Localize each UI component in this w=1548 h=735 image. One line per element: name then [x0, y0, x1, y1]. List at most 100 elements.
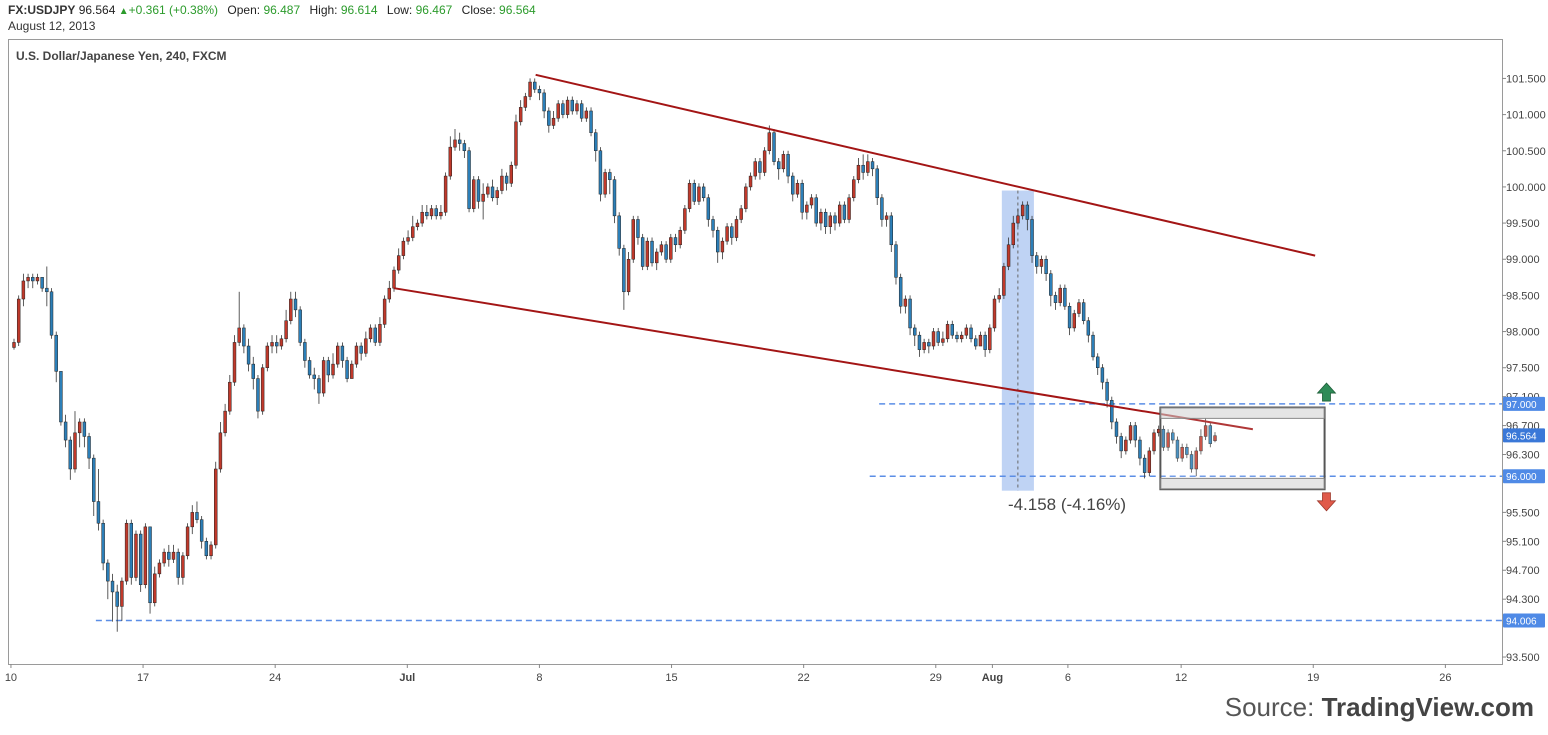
candle-body: [500, 175, 504, 191]
candle: [856, 157, 861, 184]
candle: [847, 194, 851, 224]
candle: [950, 320, 954, 339]
candle-body: [528, 81, 532, 97]
candle-body: [199, 519, 204, 542]
candle: [171, 544, 176, 564]
candle-body: [791, 175, 795, 195]
candle: [697, 183, 701, 205]
candle: [1053, 291, 1058, 310]
candle: [800, 179, 804, 220]
arrow-up-icon[interactable]: [1316, 382, 1337, 402]
candle-body: [115, 591, 119, 607]
measure-tool[interactable]: [1001, 190, 1034, 491]
candle-body: [171, 551, 176, 560]
candle: [340, 342, 345, 368]
candle-body: [683, 208, 687, 231]
candle-body: [396, 255, 401, 271]
candle: [758, 157, 762, 180]
candle: [368, 324, 373, 343]
x-tick-label: 17: [137, 672, 149, 684]
candle: [434, 205, 438, 220]
candle-body: [265, 345, 270, 368]
candle-body: [809, 197, 814, 206]
candle-body: [345, 360, 349, 379]
x-tick-label: 19: [1307, 672, 1319, 684]
candle: [1086, 317, 1091, 343]
candle: [265, 342, 270, 372]
candle-body: [40, 277, 44, 289]
x-tick-label: 29: [930, 672, 942, 684]
price-label-text: 96.564: [1506, 431, 1537, 442]
candle-body: [359, 345, 363, 354]
candle-body: [1035, 255, 1039, 267]
candle-body: [101, 522, 105, 564]
candle-body: [950, 324, 954, 336]
price-axis[interactable]: 101.500 101.000 100.500 100.000 99.500 99.000…: [1502, 73, 1546, 664]
candle-body: [425, 211, 429, 217]
candle: [631, 215, 635, 263]
candle: [359, 342, 363, 361]
candle-body: [1100, 367, 1105, 383]
candle: [1011, 215, 1015, 249]
candle-body: [138, 533, 143, 585]
horizontal-lines[interactable]: [95, 403, 1502, 622]
candle-body: [706, 197, 711, 220]
up-triangle-icon: ▲: [118, 6, 129, 17]
candle-body: [368, 327, 373, 340]
candle-body: [640, 237, 645, 267]
trendline[interactable]: [535, 73, 1316, 257]
candle: [814, 194, 818, 227]
candle-body: [734, 219, 739, 238]
candle: [129, 519, 133, 585]
candle-body: [411, 226, 415, 238]
open-value: 96.487: [263, 3, 301, 17]
candle-body: [49, 291, 54, 336]
candle-body: [415, 222, 420, 227]
price-change: +0.361 (+0.38%): [128, 3, 219, 17]
arrow-down-icon[interactable]: [1316, 492, 1337, 512]
candle-body: [1189, 454, 1194, 470]
candle-body: [570, 99, 574, 112]
candle: [148, 526, 152, 614]
time-axis[interactable]: 10 17 24 Jul 8 15 22 29 Aug 6 12 19 26: [5, 664, 1452, 684]
candle-body: [537, 89, 542, 94]
x-tick-label: 24: [269, 672, 281, 684]
candle-body: [673, 237, 678, 246]
channel-trendlines[interactable]: [393, 73, 1316, 431]
candle-body: [945, 324, 950, 340]
candle-body: [195, 512, 199, 520]
candle: [21, 273, 26, 307]
candle-body: [87, 436, 91, 459]
candle-body: [162, 551, 166, 564]
candle-body: [1194, 450, 1198, 470]
candle: [504, 172, 509, 191]
candle: [284, 309, 288, 343]
candle: [598, 147, 603, 202]
candle-body: [1185, 447, 1189, 455]
range-box-outline[interactable]: [1159, 406, 1326, 491]
candle-body: [974, 338, 978, 347]
candle-body: [598, 150, 603, 195]
candle-body: [429, 208, 434, 217]
candle: [730, 223, 734, 245]
range-box[interactable]: [1159, 406, 1326, 491]
x-tick-label: 22: [798, 672, 810, 684]
candle: [1171, 429, 1175, 444]
trendline[interactable]: [393, 287, 1254, 431]
candle-body: [120, 580, 124, 607]
candle-body: [805, 204, 809, 213]
candle: [453, 129, 457, 151]
candle-body: [453, 139, 457, 148]
candle: [336, 342, 340, 368]
candle: [420, 205, 424, 227]
breakout-arrows[interactable]: [1316, 382, 1337, 512]
candle-body: [73, 432, 77, 470]
candle-body: [772, 132, 776, 162]
candle-body: [913, 327, 917, 336]
candle: [781, 150, 786, 173]
candle: [579, 100, 584, 122]
candle: [289, 291, 293, 325]
candle-body: [1020, 204, 1025, 217]
candle: [809, 194, 814, 209]
